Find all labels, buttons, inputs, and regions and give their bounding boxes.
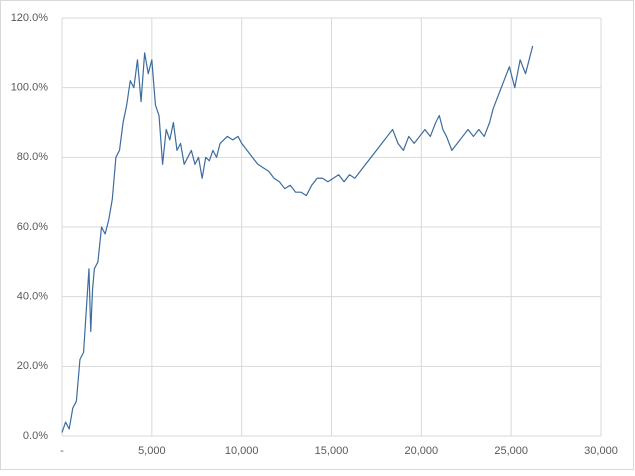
x-tick-label: 10,000: [225, 445, 259, 457]
x-tick-label: 20,000: [405, 445, 439, 457]
y-tick-label: 0.0%: [23, 430, 48, 442]
y-tick-label: 100.0%: [11, 82, 49, 94]
data-line: [61, 45, 534, 433]
y-tick-label: 80.0%: [17, 151, 48, 163]
y-tick-label: 120.0%: [11, 12, 49, 24]
y-tick-label: 60.0%: [17, 221, 48, 233]
y-tick-label: 40.0%: [17, 291, 48, 303]
x-tick-label: -: [60, 445, 64, 457]
x-tick-label: 15,000: [315, 445, 349, 457]
x-tick-label: 25,000: [494, 445, 528, 457]
x-tick-label: 30,000: [584, 445, 618, 457]
x-tick-label: 5,000: [138, 445, 166, 457]
y-tick-label: 20.0%: [17, 360, 48, 372]
